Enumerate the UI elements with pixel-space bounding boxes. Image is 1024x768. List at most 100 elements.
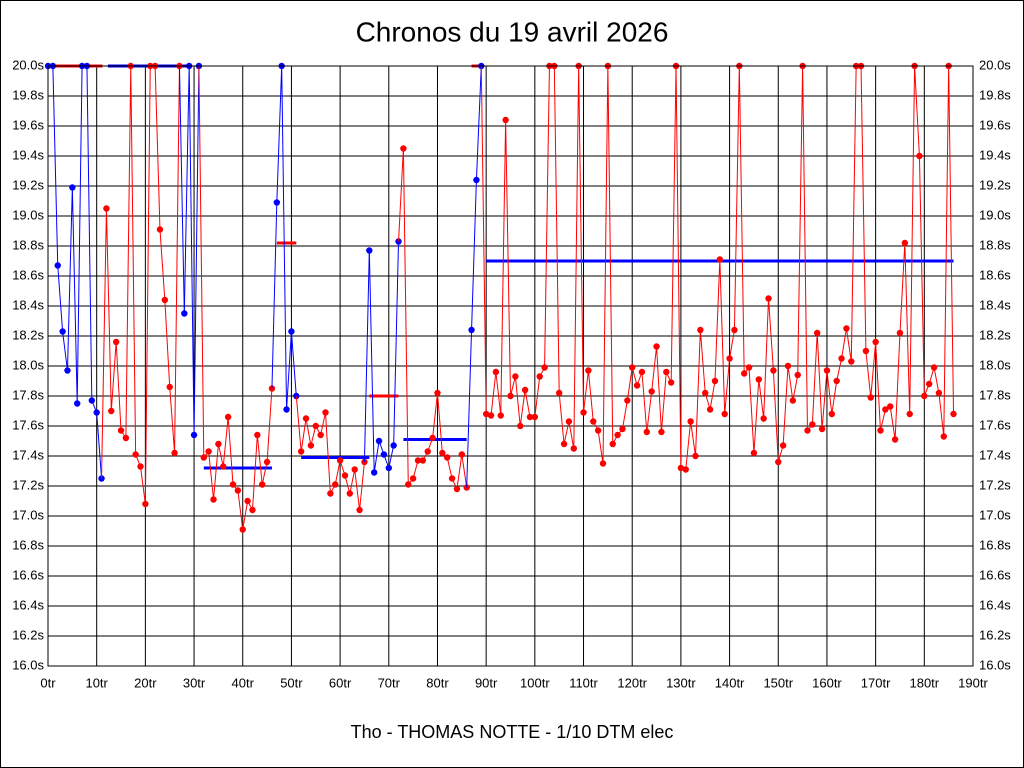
x-tick-label: 90tr bbox=[475, 675, 498, 690]
lap-point bbox=[307, 442, 315, 449]
y-tick-label: 19.6s bbox=[12, 117, 44, 132]
y2-tick-label: 16.0s bbox=[979, 657, 1011, 672]
y-tick-label: 18.0s bbox=[12, 357, 44, 372]
y2-tick-label: 16.6s bbox=[979, 567, 1011, 582]
stint-connector bbox=[295, 395, 302, 452]
lap-point bbox=[906, 410, 913, 418]
x-tick-label: 120tr bbox=[617, 675, 647, 690]
lap-point bbox=[721, 410, 728, 418]
lap-point bbox=[234, 487, 242, 494]
y2-tick-label: 19.8s bbox=[979, 87, 1011, 102]
y-tick-label: 18.4s bbox=[12, 297, 44, 312]
lap-point bbox=[293, 392, 300, 400]
lap-point bbox=[833, 377, 840, 385]
y2-tick-label: 17.6s bbox=[979, 417, 1011, 432]
y-tick-label: 19.4s bbox=[12, 147, 44, 162]
lap-point bbox=[502, 116, 509, 124]
x-tick-label: 20tr bbox=[134, 675, 157, 690]
lap-point bbox=[667, 379, 675, 386]
lap-point bbox=[512, 373, 519, 380]
lap-point bbox=[229, 481, 237, 488]
y2-tick-label: 16.4s bbox=[979, 597, 1011, 612]
lap-point bbox=[268, 385, 276, 392]
lap-point bbox=[570, 445, 577, 452]
x-tick-label: 10tr bbox=[85, 675, 108, 690]
lap-point bbox=[59, 328, 66, 335]
lap-point bbox=[531, 413, 539, 421]
y-tick-label: 17.2s bbox=[12, 477, 44, 492]
lap-point bbox=[629, 364, 636, 371]
y-tick-label: 18.8s bbox=[12, 237, 44, 252]
lap-point bbox=[254, 431, 261, 439]
lap-point bbox=[916, 152, 923, 160]
y-tick-label: 17.8s bbox=[12, 387, 44, 402]
lap-point bbox=[366, 247, 373, 254]
y2-tick-label: 17.4s bbox=[979, 447, 1011, 462]
lap-point bbox=[921, 392, 928, 400]
lap-point bbox=[930, 364, 938, 371]
lap-point bbox=[935, 389, 943, 397]
lap-point bbox=[414, 457, 422, 464]
lap-point bbox=[580, 409, 587, 416]
y2-tick-label: 18.6s bbox=[979, 267, 1011, 282]
x-tick-label: 50tr bbox=[280, 675, 303, 690]
lap-point bbox=[653, 343, 660, 350]
lap-point bbox=[585, 367, 592, 374]
lap-point bbox=[565, 418, 573, 425]
lap-point bbox=[848, 358, 855, 365]
x-tick-label: 180tr bbox=[909, 675, 939, 690]
lap-point bbox=[541, 364, 548, 371]
y-tick-label: 17.0s bbox=[12, 507, 44, 522]
y2-tick-label: 19.6s bbox=[979, 117, 1011, 132]
lap-point bbox=[760, 415, 767, 422]
lap-point bbox=[468, 326, 475, 334]
x-tick-label: 140tr bbox=[715, 675, 745, 690]
lap-point bbox=[804, 427, 811, 434]
stint-connector bbox=[480, 65, 487, 415]
lap-point bbox=[775, 458, 782, 466]
lap-point bbox=[419, 457, 427, 464]
lap-point bbox=[633, 382, 641, 389]
lap-point bbox=[137, 463, 144, 470]
y2-tick-label: 17.2s bbox=[979, 477, 1011, 492]
lap-point bbox=[706, 406, 714, 413]
y2-tick-label: 17.8s bbox=[979, 387, 1011, 402]
x-tick-label: 110tr bbox=[569, 675, 598, 690]
lap-point bbox=[93, 409, 100, 416]
y2-tick-label: 18.2s bbox=[979, 327, 1011, 342]
lap-point bbox=[702, 389, 709, 397]
y2-tick-label: 18.4s bbox=[979, 297, 1011, 312]
x-tick-label: 30tr bbox=[183, 675, 206, 690]
lap-point bbox=[400, 145, 407, 152]
y2-tick-label: 18.8s bbox=[979, 237, 1011, 252]
lap-point bbox=[409, 475, 417, 482]
y2-tick-label: 18.0s bbox=[979, 357, 1011, 372]
lap-point bbox=[210, 496, 217, 503]
lap-point bbox=[682, 466, 689, 473]
lap-point bbox=[112, 338, 120, 346]
stint-connector bbox=[398, 148, 404, 242]
lap-point bbox=[614, 431, 621, 439]
lap-point bbox=[789, 397, 797, 404]
lap-point bbox=[658, 428, 665, 436]
lap-point bbox=[882, 406, 889, 413]
lap-point bbox=[818, 425, 826, 433]
lap-point bbox=[555, 389, 563, 397]
y-tick-label: 16.6s bbox=[12, 567, 44, 582]
lap-point bbox=[249, 506, 256, 514]
lap-point bbox=[473, 176, 480, 184]
lap-point bbox=[312, 422, 319, 430]
lap-point bbox=[259, 481, 266, 488]
lap-point bbox=[200, 454, 207, 461]
lap-point bbox=[862, 347, 870, 355]
lap-point bbox=[156, 226, 164, 233]
y2-tick-label: 20.0s bbox=[979, 57, 1011, 72]
lap-point bbox=[590, 418, 597, 425]
lap-line bbox=[183, 65, 200, 436]
lap-point bbox=[648, 388, 655, 395]
lap-point bbox=[74, 400, 81, 407]
chart-title: Chronos du 19 avril 2026 bbox=[356, 16, 669, 47]
x-tick-label: 80tr bbox=[426, 675, 449, 690]
